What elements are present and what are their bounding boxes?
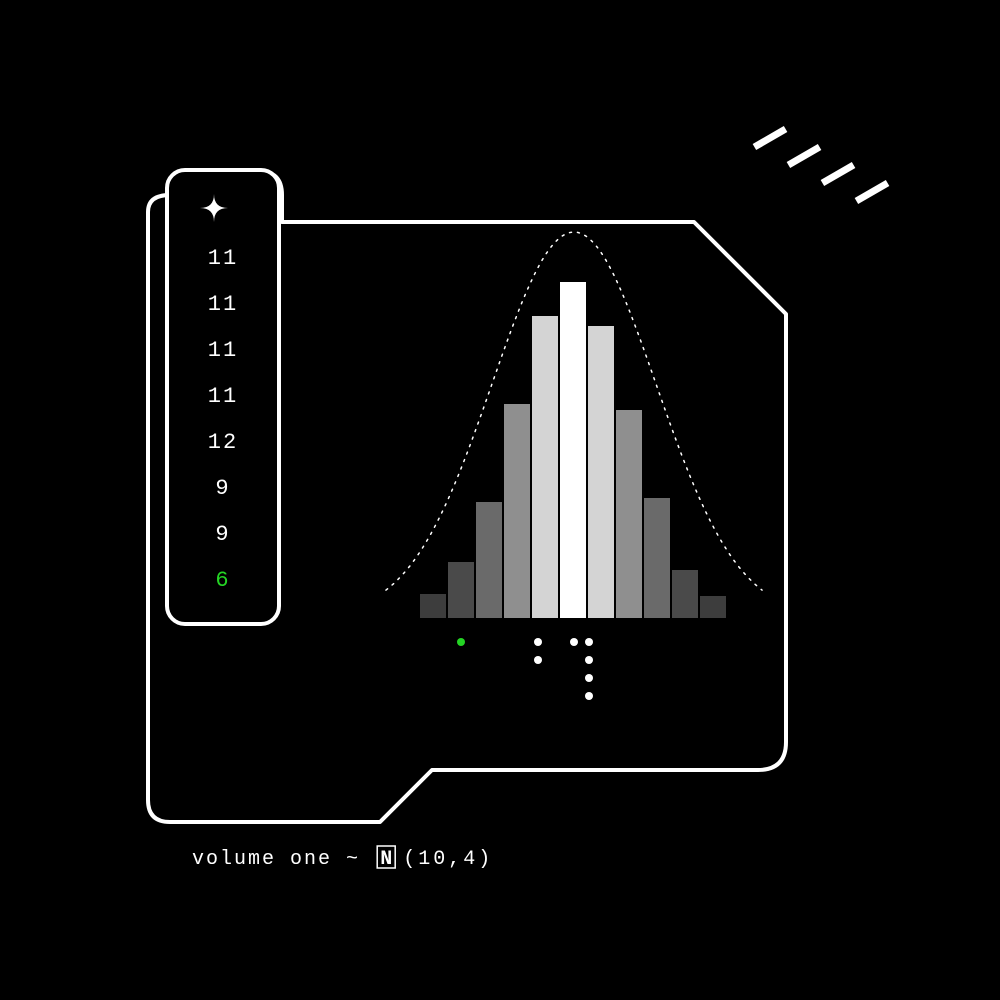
histogram-bar (476, 502, 502, 618)
histogram-bar (700, 596, 726, 618)
sample-dot (585, 656, 593, 664)
caption-prefix: volume one ~ (192, 848, 360, 871)
sample-dot (534, 656, 542, 664)
sidebar-value: 11 (208, 338, 238, 363)
sample-dot (585, 638, 593, 646)
histogram-bar (532, 316, 558, 618)
sample-dot (585, 674, 593, 682)
sample-dot (534, 638, 542, 646)
sample-dot (570, 638, 578, 646)
histogram-bar (448, 562, 474, 618)
histogram-bar (588, 326, 614, 618)
caption: volume one ~ N (10,4) (192, 846, 493, 871)
sidebar-value: 11 (208, 292, 238, 317)
caption-suffix: (10,4) (403, 848, 493, 871)
sidebar-value: 12 (208, 430, 238, 455)
sidebar-value: 9 (215, 476, 230, 501)
sidebar-value: 11 (208, 384, 238, 409)
histogram-bar (420, 594, 446, 618)
caption-glyph: N (380, 848, 392, 871)
sample-dot (585, 692, 593, 700)
sidebar-value: 11 (208, 246, 238, 271)
histogram-bar (616, 410, 642, 618)
histogram-bar (644, 498, 670, 618)
histogram-bar (672, 570, 698, 618)
sidebar-value: 9 (215, 522, 230, 547)
sidebar-value: 6 (215, 568, 230, 593)
sample-dot (457, 638, 465, 646)
histogram-bar (560, 282, 586, 618)
histogram-bar (504, 404, 530, 618)
